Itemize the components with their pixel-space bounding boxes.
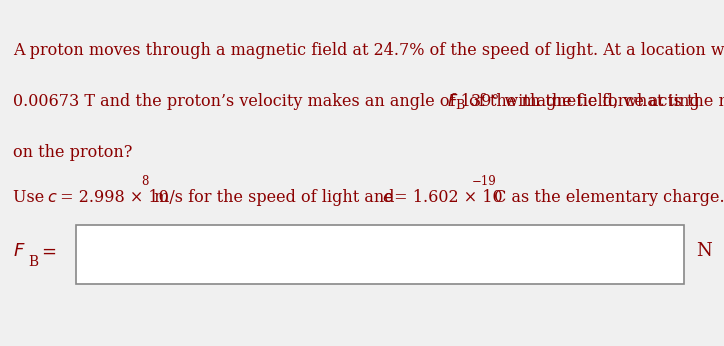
Text: 0.00673 T and the proton’s velocity makes an angle of 139° with the field, what : 0.00673 T and the proton’s velocity make… bbox=[13, 93, 724, 110]
Text: $\mathregular{B}$: $\mathregular{B}$ bbox=[28, 254, 39, 269]
Text: N: N bbox=[696, 242, 712, 260]
Text: $\it{c}$: $\it{c}$ bbox=[47, 189, 58, 206]
Text: = 2.998 × 10: = 2.998 × 10 bbox=[55, 189, 169, 206]
Text: C as the elementary charge.: C as the elementary charge. bbox=[489, 189, 724, 206]
Text: Use: Use bbox=[13, 189, 49, 206]
Text: m/s for the speed of light and: m/s for the speed of light and bbox=[149, 189, 400, 206]
Text: $=$: $=$ bbox=[38, 242, 57, 260]
Text: $\it{e}$: $\it{e}$ bbox=[382, 189, 392, 206]
Text: $\it{F}$: $\it{F}$ bbox=[13, 242, 25, 260]
Text: $\mathregular{B}$: $\mathregular{B}$ bbox=[455, 98, 466, 111]
FancyBboxPatch shape bbox=[76, 225, 684, 284]
Text: on the proton?: on the proton? bbox=[13, 144, 132, 161]
Text: 8: 8 bbox=[141, 175, 148, 188]
Text: = 1.602 × 10: = 1.602 × 10 bbox=[389, 189, 502, 206]
Text: A proton moves through a magnetic field at 24.7% of the speed of light. At a loc: A proton moves through a magnetic field … bbox=[13, 42, 724, 58]
Text: of the magnetic force acting: of the magnetic force acting bbox=[464, 93, 700, 110]
Text: −19: −19 bbox=[472, 175, 497, 188]
Text: $\it{F}$: $\it{F}$ bbox=[447, 93, 459, 110]
